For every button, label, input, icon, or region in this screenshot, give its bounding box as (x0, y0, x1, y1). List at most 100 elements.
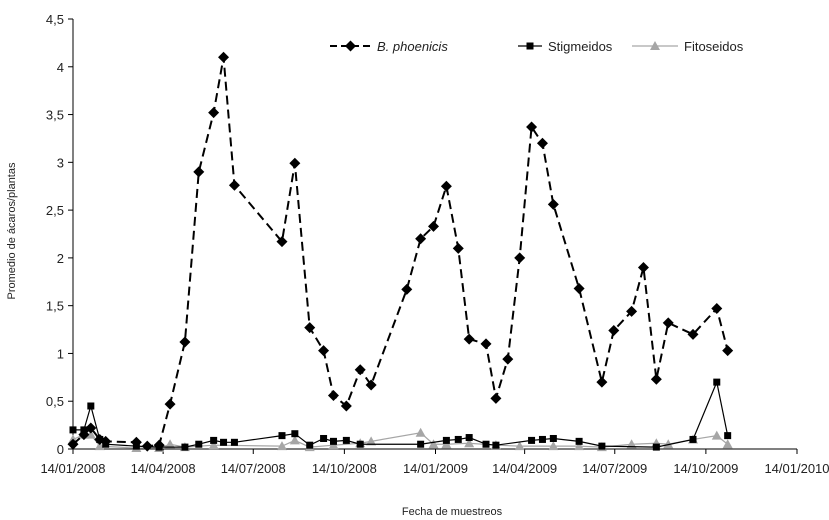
data-point (141, 440, 153, 452)
data-point (153, 439, 165, 451)
data-point (650, 41, 660, 50)
data-point (428, 220, 440, 232)
data-point (528, 436, 536, 444)
data-point (100, 435, 112, 447)
data-point (536, 137, 548, 149)
y-tick-label: 2 (57, 251, 64, 266)
data-point (722, 345, 734, 357)
data-point (650, 373, 662, 385)
y-tick-label: 2,5 (46, 203, 64, 218)
data-point (342, 436, 350, 444)
data-point (464, 438, 475, 448)
data-point (415, 427, 426, 437)
data-point (366, 436, 377, 446)
y-tick-label: 3 (57, 155, 64, 170)
data-point (289, 157, 301, 169)
y-tick-label: 3,5 (46, 108, 64, 123)
data-point (365, 379, 377, 391)
data-point (356, 440, 364, 448)
x-tick-label: 14/04/2009 (492, 461, 557, 476)
y-tick-label: 0,5 (46, 394, 64, 409)
data-point (428, 439, 439, 449)
data-point (608, 325, 620, 337)
data-point (526, 42, 534, 50)
y-tick-label: 4 (57, 60, 64, 75)
data-point (289, 435, 300, 445)
data-point (327, 389, 339, 401)
data-point (440, 180, 452, 192)
data-point (181, 443, 189, 451)
data-point (575, 437, 583, 445)
data-point (442, 436, 450, 444)
data-point (67, 438, 79, 450)
series-line (72, 432, 729, 449)
data-point (165, 439, 176, 449)
y-tick-label: 4,5 (46, 12, 64, 27)
data-point (724, 432, 732, 440)
x-tick-label: 14/01/2008 (40, 461, 105, 476)
series-stigmeidos (69, 378, 732, 451)
x-tick-label: 14/10/2009 (673, 461, 738, 476)
data-point (195, 440, 203, 448)
x-tick-label: 14/07/2009 (582, 461, 647, 476)
data-point (415, 233, 427, 245)
series-line (73, 380, 729, 448)
series-line (72, 57, 729, 448)
data-point (94, 441, 105, 451)
data-point (340, 400, 352, 412)
y-tick-label: 1,5 (46, 299, 64, 314)
data-point (514, 441, 525, 451)
data-point (637, 261, 649, 273)
y-tick-label: 1 (57, 346, 64, 361)
data-point (208, 440, 219, 450)
data-point (662, 317, 674, 329)
data-point (538, 435, 546, 443)
y-axis-ticks: 0 0,5 1 1,5 2 2,5 3 3,5 4 4,5 (46, 12, 73, 457)
series-layer (67, 51, 734, 453)
data-point (276, 441, 287, 451)
data-point (482, 440, 490, 448)
data-point (454, 435, 462, 443)
x-axis-title: Fecha de muestreos (402, 506, 503, 518)
data-point (452, 242, 464, 254)
data-point (547, 198, 559, 210)
data-point (663, 439, 674, 449)
data-point (208, 107, 220, 119)
data-point (652, 443, 660, 451)
data-point (276, 236, 288, 248)
data-point (354, 364, 366, 376)
data-point (78, 429, 90, 441)
legend-item: Stigmeidos (518, 39, 613, 54)
data-point (85, 429, 96, 439)
legend-label: Fitoseidos (684, 39, 744, 54)
data-point (626, 305, 638, 317)
series-b-phoenicis (67, 51, 734, 452)
data-point (130, 436, 142, 448)
data-point (598, 442, 606, 450)
data-point (218, 51, 230, 63)
x-tick-label: 14/10/2008 (312, 461, 377, 476)
data-point (549, 434, 557, 442)
data-point (626, 439, 637, 449)
y-tick-label: 0 (57, 442, 64, 457)
data-point (320, 434, 328, 442)
data-point (713, 378, 721, 386)
data-point (329, 437, 337, 445)
x-tick-label: 14/07/2008 (221, 461, 286, 476)
data-point (164, 398, 176, 410)
x-tick-label: 14/04/2008 (131, 461, 196, 476)
data-point (417, 440, 425, 448)
data-point (193, 166, 205, 178)
data-point (220, 438, 228, 446)
legend-label: Stigmeidos (548, 39, 613, 54)
data-point (711, 303, 723, 315)
data-point (304, 322, 316, 334)
data-point (318, 345, 330, 357)
data-point (514, 252, 526, 264)
data-point (526, 121, 538, 133)
data-point (687, 328, 699, 340)
legend-item: Fitoseidos (632, 39, 744, 54)
data-point (722, 439, 733, 449)
legend-item: B. phoenicis (330, 39, 448, 54)
